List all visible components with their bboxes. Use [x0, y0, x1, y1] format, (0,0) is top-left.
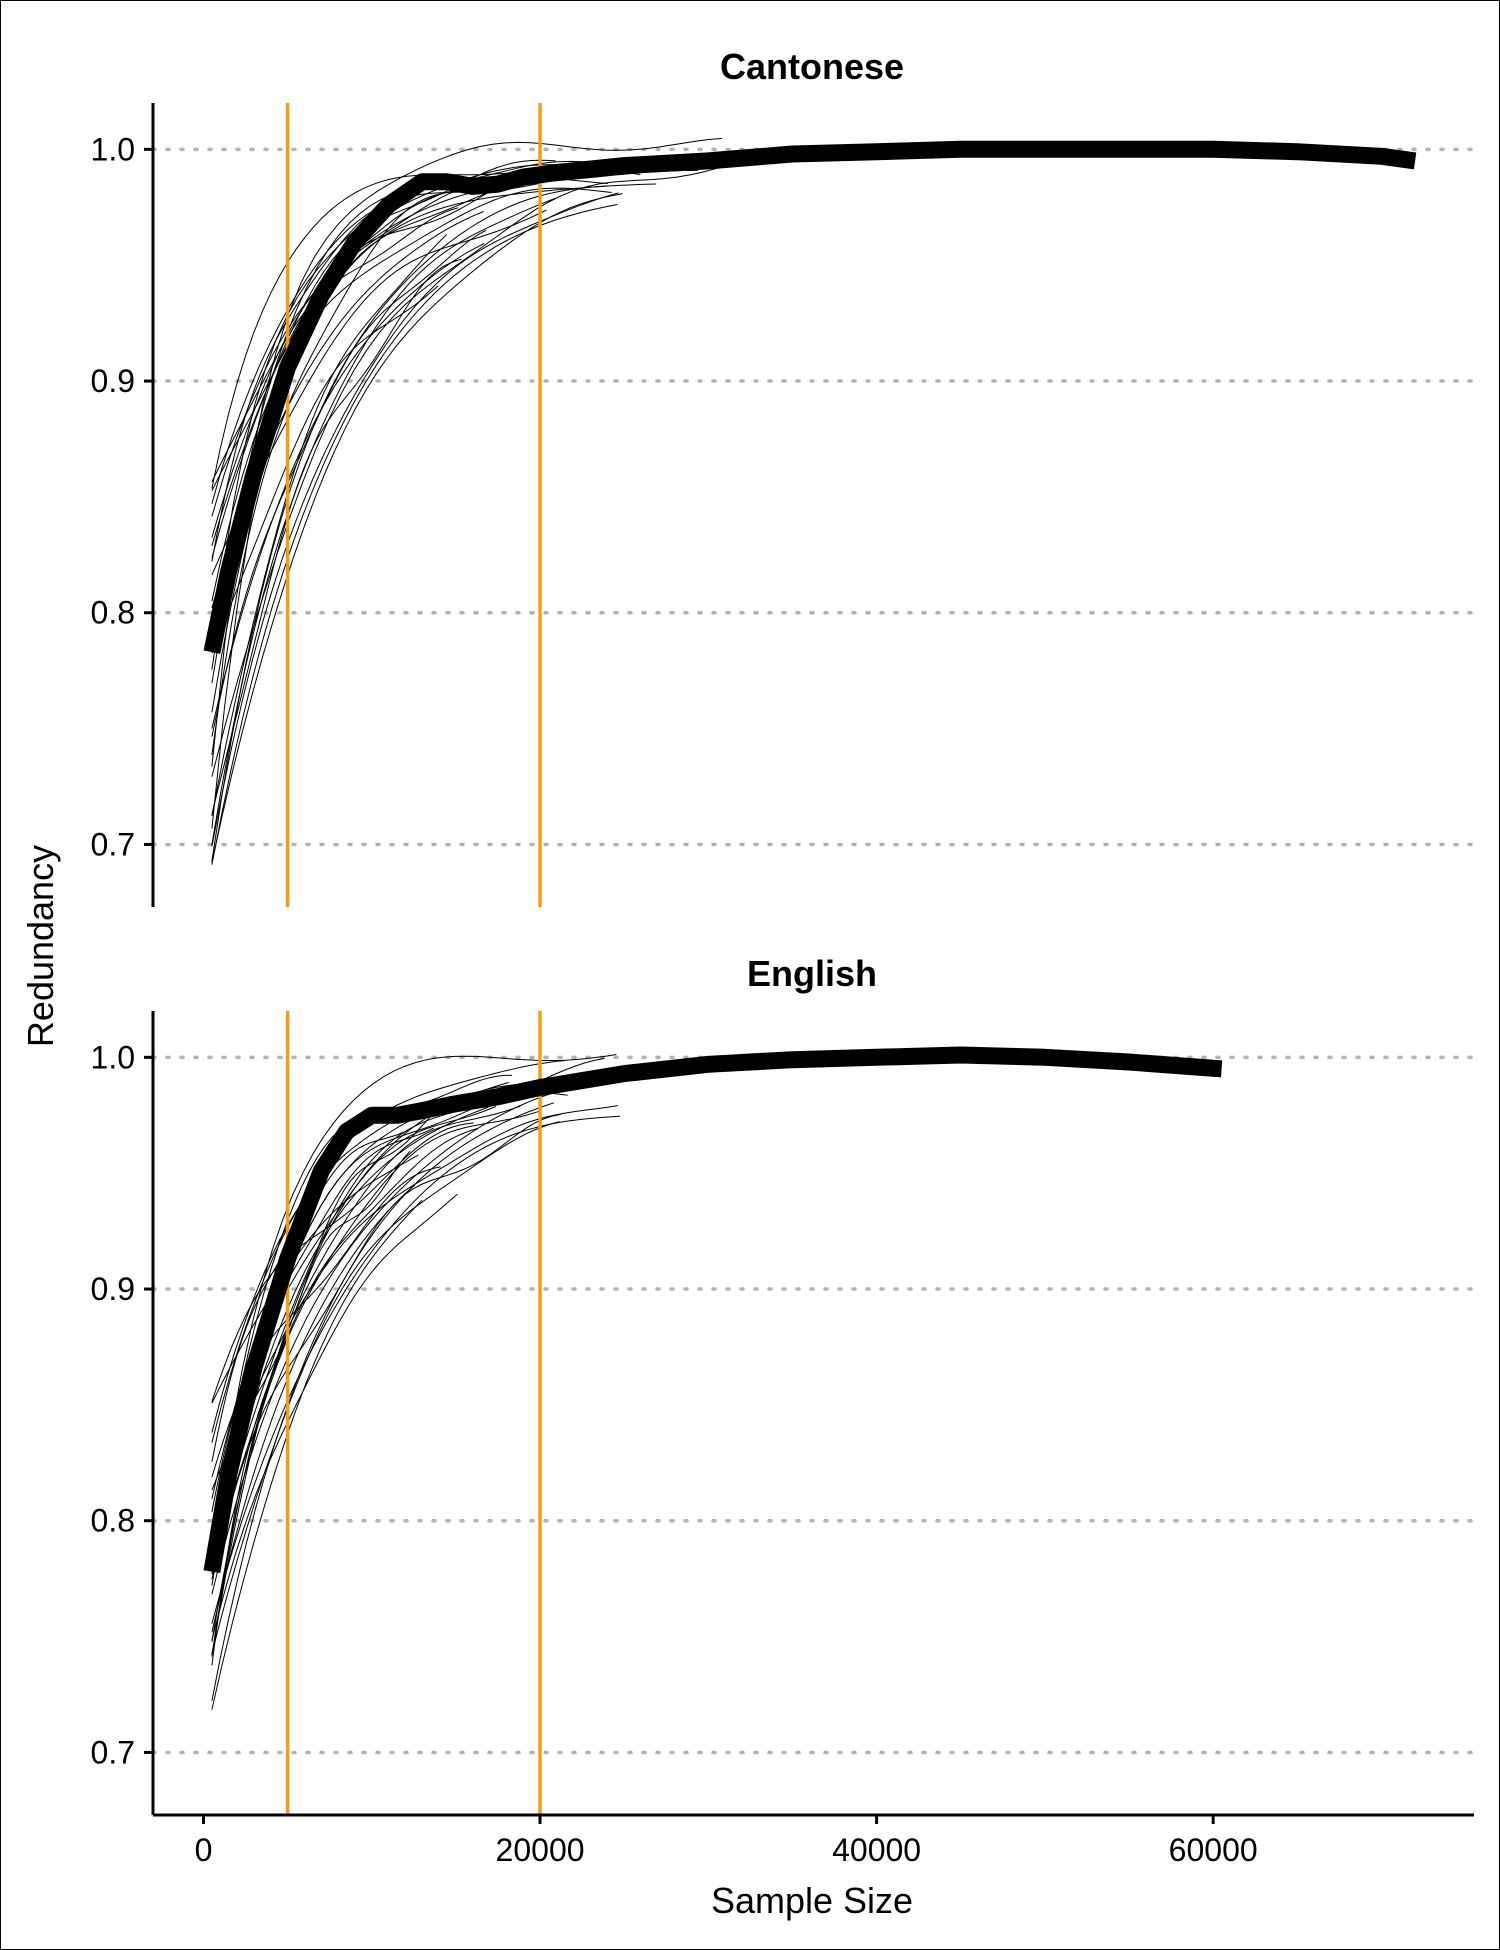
individual-curve: [211, 1113, 561, 1580]
panel-title-cantonese: Cantonese: [720, 46, 904, 87]
x-tick-label: 0: [195, 1832, 213, 1868]
individual-curve: [211, 209, 547, 576]
y-tick-label: 0.9: [91, 1271, 135, 1307]
individual-curve: [211, 1093, 465, 1666]
individual-curve: [211, 234, 447, 817]
y-tick-label: 0.9: [91, 363, 135, 399]
individual-curve: [211, 1193, 458, 1641]
individual-curve: [211, 1106, 497, 1528]
individual-curve: [211, 211, 484, 608]
individual-curve: [211, 169, 698, 517]
y-tick-label: 0.7: [91, 826, 135, 862]
y-tick-label: 1.0: [91, 131, 135, 167]
individual-curve: [211, 193, 623, 863]
individual-curve: [211, 1199, 423, 1710]
individual-curve: [211, 187, 480, 755]
x-tick-label: 60000: [1169, 1832, 1258, 1868]
individual-curve: [211, 285, 439, 654]
x-axis-title: Sample Size: [711, 1880, 913, 1921]
mean-curve: [203, 1046, 1223, 1574]
individual-curve: [211, 204, 618, 865]
y-tick-label: 0.8: [91, 1503, 135, 1539]
individual-curve: [211, 167, 549, 489]
individual-curve: [211, 1184, 416, 1633]
individual-curve: [211, 1154, 419, 1404]
individual-curve: [211, 1121, 560, 1654]
y-axis-title: Redundancy: [20, 845, 61, 1047]
x-tick-label: 40000: [832, 1832, 921, 1868]
individual-curve: [211, 242, 485, 729]
individual-curve: [211, 1110, 540, 1642]
individual-curve: [211, 1054, 617, 1565]
individual-curve: [211, 1122, 474, 1402]
individual-curve: [211, 1115, 621, 1624]
individual-curve: [211, 229, 487, 737]
individual-curves: [211, 1054, 624, 1710]
individual-curve: [211, 1105, 521, 1656]
y-tick-label: 0.7: [91, 1734, 135, 1770]
individual-curve: [211, 197, 557, 845]
individual-curve: [211, 1102, 555, 1701]
x-tick-label: 20000: [496, 1832, 585, 1868]
mean-curve: [203, 140, 1417, 654]
y-tick-label: 1.0: [91, 1039, 135, 1075]
y-tick-label: 0.8: [91, 595, 135, 631]
individual-curve: [211, 183, 657, 684]
individual-curve: [211, 1105, 618, 1491]
individual-curves: [211, 137, 729, 865]
panel-title-english: English: [747, 953, 877, 994]
x-axis: 0 20000 40000 60000: [153, 1813, 1474, 1868]
panel-english: English 0.7 0.8 0.9 1.0: [91, 953, 1476, 1815]
individual-curve: [211, 164, 729, 777]
individual-curve: [211, 258, 462, 815]
panel-cantonese: Cantonese 0.7 0.8 0.9 1.0: [91, 46, 1476, 907]
